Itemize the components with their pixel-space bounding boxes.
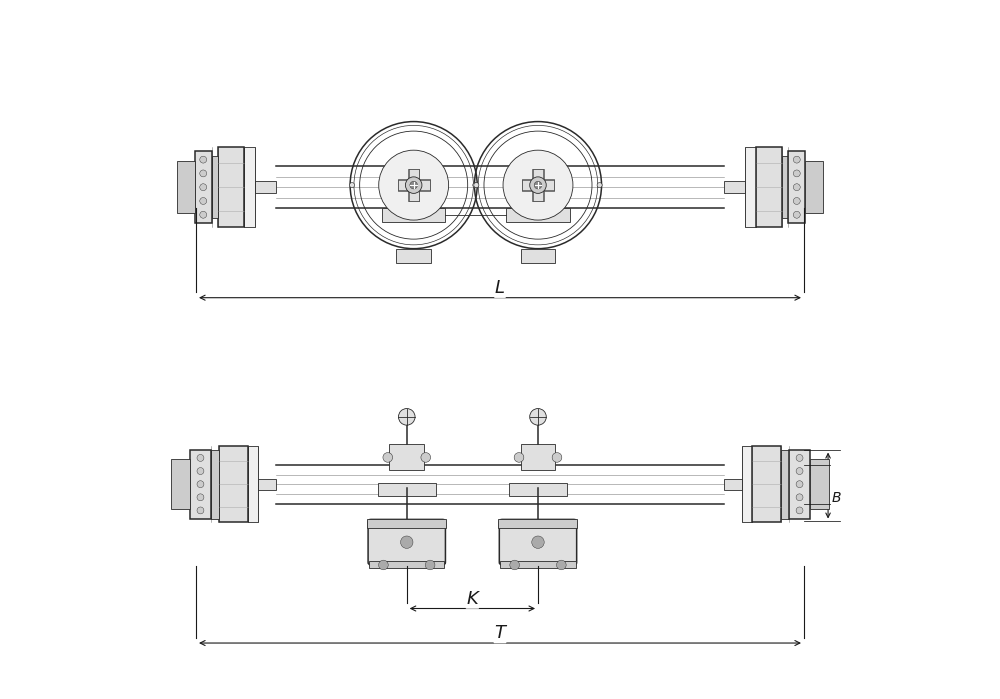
Circle shape bbox=[379, 150, 449, 220]
Circle shape bbox=[405, 177, 422, 194]
Bar bbox=[788, 151, 805, 224]
Circle shape bbox=[796, 454, 803, 461]
Circle shape bbox=[200, 156, 207, 163]
Bar bbox=[211, 449, 219, 519]
Bar bbox=[781, 449, 789, 519]
Bar bbox=[258, 479, 276, 490]
Circle shape bbox=[410, 181, 417, 189]
Text: L: L bbox=[495, 279, 505, 297]
Bar bbox=[506, 208, 570, 222]
Bar bbox=[408, 169, 419, 185]
Circle shape bbox=[383, 452, 393, 462]
Bar bbox=[522, 180, 554, 190]
Bar bbox=[190, 449, 211, 519]
Bar bbox=[369, 561, 444, 568]
Circle shape bbox=[796, 507, 803, 514]
Bar bbox=[533, 169, 543, 201]
Bar bbox=[171, 459, 190, 509]
Bar bbox=[389, 445, 424, 470]
Circle shape bbox=[503, 150, 573, 220]
Bar bbox=[212, 156, 218, 218]
Bar bbox=[509, 484, 567, 496]
Circle shape bbox=[793, 198, 800, 204]
Circle shape bbox=[510, 560, 519, 570]
Circle shape bbox=[514, 452, 524, 462]
Circle shape bbox=[793, 211, 800, 218]
Text: G: G bbox=[802, 465, 813, 479]
Circle shape bbox=[534, 181, 542, 189]
FancyBboxPatch shape bbox=[499, 519, 577, 565]
Circle shape bbox=[200, 184, 207, 191]
Bar bbox=[177, 161, 195, 213]
Circle shape bbox=[793, 156, 800, 163]
Circle shape bbox=[556, 560, 566, 570]
Bar bbox=[396, 249, 431, 263]
Circle shape bbox=[597, 182, 602, 187]
Circle shape bbox=[793, 170, 800, 177]
Bar bbox=[398, 180, 414, 191]
Circle shape bbox=[197, 454, 204, 461]
Bar bbox=[522, 180, 538, 191]
Bar bbox=[255, 181, 276, 194]
Circle shape bbox=[200, 211, 207, 218]
Circle shape bbox=[401, 536, 413, 549]
Circle shape bbox=[398, 408, 415, 425]
Bar bbox=[521, 249, 555, 263]
FancyBboxPatch shape bbox=[368, 519, 445, 565]
Bar bbox=[218, 147, 244, 227]
Bar bbox=[248, 446, 258, 522]
Circle shape bbox=[474, 182, 479, 187]
Bar bbox=[500, 561, 576, 568]
Bar bbox=[219, 446, 248, 522]
Circle shape bbox=[532, 536, 544, 549]
Circle shape bbox=[473, 182, 478, 187]
Circle shape bbox=[530, 408, 546, 425]
Bar bbox=[521, 445, 555, 470]
Bar bbox=[408, 185, 419, 201]
Bar bbox=[367, 519, 446, 528]
Circle shape bbox=[796, 481, 803, 488]
Bar bbox=[724, 181, 745, 194]
Circle shape bbox=[197, 507, 204, 514]
Bar bbox=[810, 459, 829, 509]
Bar bbox=[532, 185, 544, 201]
Circle shape bbox=[200, 198, 207, 204]
Circle shape bbox=[200, 170, 207, 177]
Text: K: K bbox=[466, 590, 478, 608]
Bar bbox=[409, 169, 419, 201]
Bar bbox=[756, 147, 782, 227]
Bar bbox=[782, 156, 788, 218]
Bar bbox=[742, 446, 752, 522]
Circle shape bbox=[379, 560, 388, 570]
Bar bbox=[805, 161, 823, 213]
Circle shape bbox=[796, 494, 803, 500]
Bar bbox=[789, 449, 810, 519]
Circle shape bbox=[425, 560, 435, 570]
Circle shape bbox=[793, 184, 800, 191]
Circle shape bbox=[349, 182, 355, 187]
Circle shape bbox=[197, 468, 204, 475]
Text: T: T bbox=[494, 624, 506, 642]
Bar bbox=[414, 180, 430, 191]
Bar bbox=[244, 147, 255, 227]
Text: B: B bbox=[832, 491, 841, 505]
Bar bbox=[745, 147, 756, 227]
Bar bbox=[382, 208, 445, 222]
Circle shape bbox=[530, 177, 546, 194]
Bar bbox=[378, 484, 436, 496]
Circle shape bbox=[552, 452, 562, 462]
Bar bbox=[195, 151, 212, 224]
Bar bbox=[532, 169, 544, 185]
Bar bbox=[398, 180, 430, 190]
Bar bbox=[538, 180, 554, 191]
Circle shape bbox=[796, 468, 803, 475]
Circle shape bbox=[421, 452, 431, 462]
Bar bbox=[752, 446, 781, 522]
Bar bbox=[724, 479, 742, 490]
Bar bbox=[498, 519, 577, 528]
Circle shape bbox=[197, 481, 204, 488]
Circle shape bbox=[197, 494, 204, 500]
